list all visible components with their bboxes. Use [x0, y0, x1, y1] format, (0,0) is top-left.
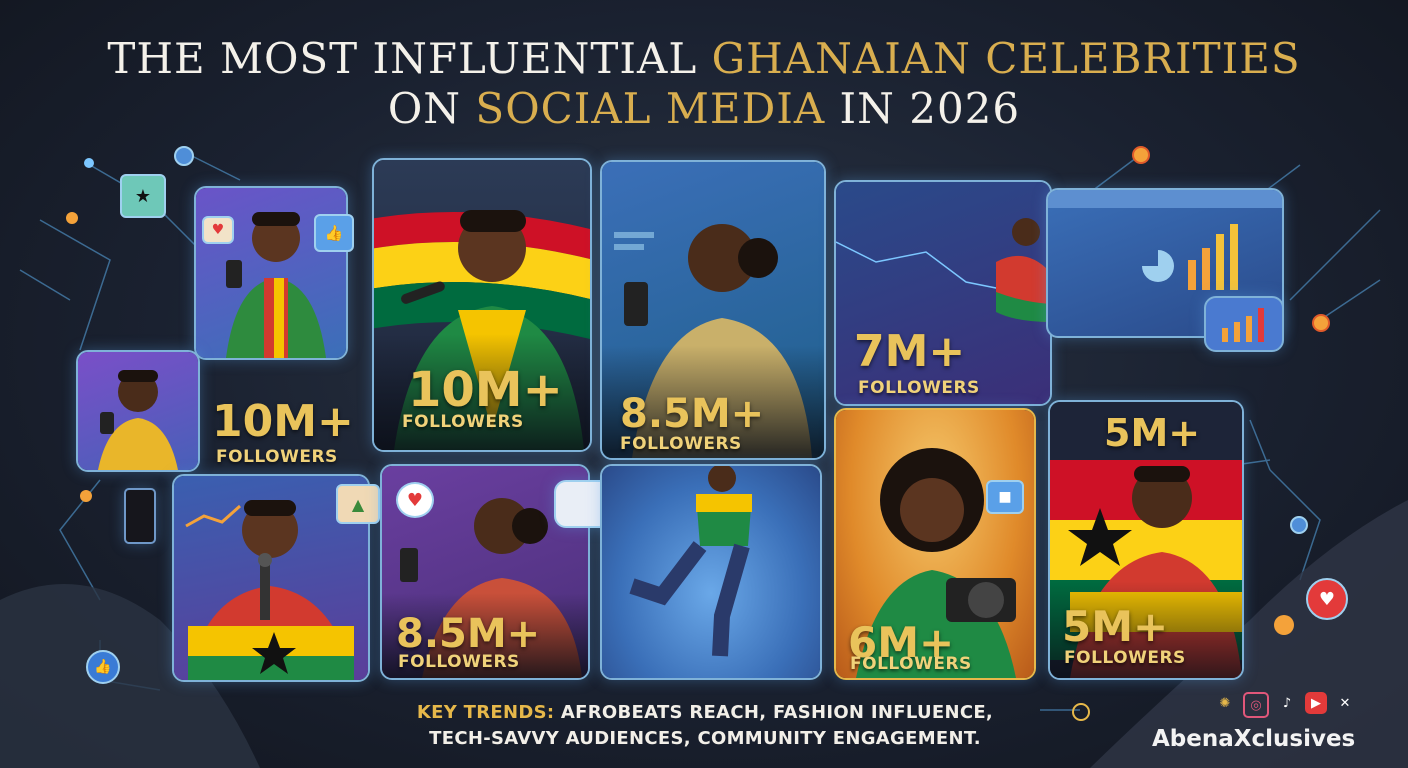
celebrity-card-left: [76, 350, 200, 472]
celebrity-card-woman-phone: 8.5M+ FOLLOWERS: [600, 160, 826, 460]
follower-count: 8.5M+: [620, 391, 765, 437]
title-text-gold: SOCIAL MEDIA: [475, 84, 826, 133]
x-icon: ✕: [1339, 695, 1351, 711]
title-text-white: ON: [387, 84, 476, 133]
key-trends-text: KEY TRENDS: AFROBEATS REACH, FASHION INF…: [380, 700, 1030, 752]
like-badge-icon: 👍: [314, 214, 354, 252]
mini-chart-panel: [1204, 296, 1284, 352]
person-illustration: [856, 448, 1016, 678]
chart-badge-icon: ▲: [336, 484, 380, 524]
phone-frame: [124, 488, 156, 544]
network-node: [1290, 516, 1308, 534]
follower-count: 7M+: [854, 326, 966, 377]
person-illustration: [98, 370, 178, 470]
network-node: [1312, 314, 1330, 332]
network-node: [174, 146, 194, 166]
youtube-icon: ▶: [1305, 692, 1327, 714]
bar-graphic: [1048, 190, 1282, 290]
person-illustration: [226, 212, 326, 358]
heart-badge-icon: ♥: [1306, 578, 1348, 620]
follower-count: 8.5M+: [396, 611, 541, 657]
network-icon: ✺: [1219, 695, 1231, 711]
celebrity-card-footballer: 5M+ 5M+ FOLLOWERS: [1048, 400, 1244, 680]
follower-count: 10M+: [212, 396, 354, 447]
network-node: [1072, 703, 1090, 721]
celebrity-card-singer: 10M+ FOLLOWERS: [372, 158, 592, 452]
brand-logo: AbenaXclusives: [1152, 726, 1356, 752]
person-illustration: [836, 218, 1050, 322]
instagram-icon: ◎: [1243, 692, 1269, 718]
star-badge-icon: ★: [120, 174, 166, 218]
followers-label: FOLLOWERS: [402, 412, 524, 432]
followers-label: FOLLOWERS: [850, 654, 972, 674]
followers-label: FOLLOWERS: [858, 378, 980, 398]
network-node: [80, 490, 92, 502]
network-node: [1274, 615, 1294, 635]
follower-count: 6M+: [848, 618, 955, 667]
celebrity-card-phone-small: ♥: [194, 186, 348, 360]
person-illustration: [185, 500, 354, 680]
key-trends-line1: KEY TRENDS: AFROBEATS REACH, FASHION INF…: [380, 700, 1030, 726]
key-trends-label: KEY TRENDS:: [416, 702, 555, 723]
network-node: [66, 212, 78, 224]
tiktok-icon: ♪: [1282, 695, 1292, 711]
followers-label: FOLLOWERS: [398, 652, 520, 672]
follower-count: 5M+: [1062, 602, 1169, 651]
page-title-line2: ON SOCIAL MEDIA IN 2026: [0, 84, 1408, 134]
title-text-white: THE MOST INFLUENTIAL: [107, 34, 712, 83]
celebrity-card-woman-chat: ♥ 8.5M+ FOLLOWERS: [380, 464, 590, 680]
network-node: [84, 158, 94, 168]
title-text-gold: GHANAIAN CELEBRITIES: [711, 34, 1301, 83]
like-badge-icon: 👍: [86, 650, 120, 684]
network-node: [1132, 146, 1150, 164]
follower-count-top: 5M+: [1104, 411, 1201, 455]
video-call-icon: ■: [986, 480, 1024, 514]
celebrity-card-dancer: 7M+ FOLLOWERS: [834, 180, 1052, 406]
person-illustration: [629, 466, 752, 657]
social-icons: ✺ ◎ ♪ ▶ ✕: [1214, 692, 1356, 718]
followers-label: FOLLOWERS: [1064, 648, 1186, 668]
title-text-white: IN 2026: [825, 84, 1021, 133]
follower-count: 10M+: [408, 362, 563, 418]
page-title-line1: THE MOST INFLUENTIAL GHANAIAN CELEBRITIE…: [0, 34, 1408, 84]
key-trends-items1: AFROBEATS REACH, FASHION INFLUENCE,: [554, 702, 994, 723]
heart-badge-icon: ♥: [202, 216, 234, 244]
celebrity-card-photographer: ■ 6M+ FOLLOWERS: [834, 408, 1036, 680]
celebrity-card-dancer-bottom: [600, 464, 822, 680]
followers-label: FOLLOWERS: [620, 434, 742, 454]
followers-label: FOLLOWERS: [216, 447, 338, 467]
key-trends-line2: TECH-SAVVY AUDIENCES, COMMUNITY ENGAGEME…: [429, 728, 981, 749]
celebrity-card-bottom-left: [172, 474, 370, 682]
mini-bar-graphic: [1222, 308, 1264, 342]
